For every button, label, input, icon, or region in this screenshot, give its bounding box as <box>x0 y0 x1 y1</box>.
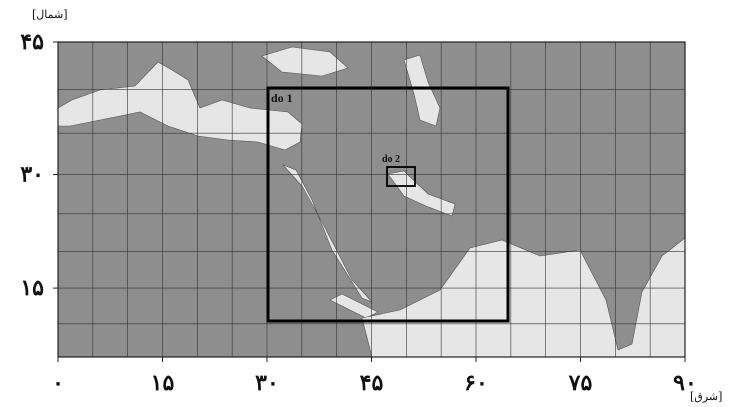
x-tick-label: ۷۵ <box>568 370 593 396</box>
domain-label: do 2 <box>382 154 400 165</box>
x-tick-label: ۱۵ <box>151 370 175 396</box>
x-tick-label: ۴۵ <box>360 370 384 396</box>
y-axis-label: [شمال] <box>32 8 68 21</box>
map-area: do 1 do 2 <box>57 41 686 358</box>
x-tick-label: ۹۰ <box>673 370 697 396</box>
domain-1 <box>266 86 510 323</box>
y-tick-label: ۱۵ <box>20 275 44 301</box>
domain-2 <box>386 166 416 187</box>
grid <box>57 41 686 357</box>
x-tick-label: ۳۰ <box>255 370 279 396</box>
domain-label: do 1 <box>271 91 293 105</box>
y-tick-label: ۴۵ <box>20 29 44 55</box>
water <box>57 46 686 358</box>
x-tick-label: ۰ <box>52 370 64 396</box>
y-tick-label: ۳۰ <box>20 162 44 188</box>
x-axis-label: [شرق] <box>690 390 722 403</box>
x-tick-label: ۶۰ <box>464 370 488 396</box>
